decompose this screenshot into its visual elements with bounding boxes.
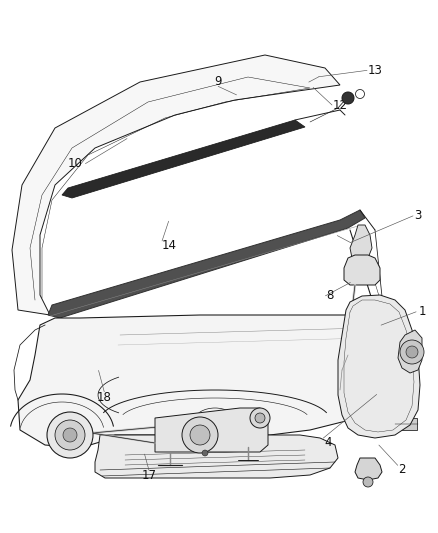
Text: 3: 3 <box>414 209 421 222</box>
Circle shape <box>190 425 210 445</box>
Polygon shape <box>12 55 340 315</box>
Text: 8: 8 <box>326 289 334 302</box>
Polygon shape <box>62 120 305 198</box>
Text: 13: 13 <box>368 64 383 77</box>
Text: 1: 1 <box>418 305 426 318</box>
Polygon shape <box>350 225 372 262</box>
Polygon shape <box>95 435 338 478</box>
Polygon shape <box>48 210 365 318</box>
Text: 18: 18 <box>97 391 112 403</box>
Polygon shape <box>398 330 422 373</box>
Text: 4: 4 <box>324 436 332 449</box>
Circle shape <box>250 408 270 428</box>
Text: 17: 17 <box>141 469 156 482</box>
Circle shape <box>55 420 85 450</box>
Polygon shape <box>338 295 420 438</box>
Text: 2: 2 <box>399 463 406 475</box>
Text: 14: 14 <box>162 239 177 252</box>
Polygon shape <box>155 408 268 452</box>
Text: 9: 9 <box>214 75 222 88</box>
Circle shape <box>47 412 93 458</box>
Polygon shape <box>344 255 380 285</box>
Circle shape <box>202 450 208 456</box>
Circle shape <box>63 428 77 442</box>
Circle shape <box>406 346 418 358</box>
Bar <box>395 418 417 430</box>
Polygon shape <box>355 458 382 480</box>
Circle shape <box>363 477 373 487</box>
Circle shape <box>255 413 265 423</box>
Circle shape <box>342 92 354 104</box>
Polygon shape <box>18 315 405 448</box>
Circle shape <box>400 340 424 364</box>
Circle shape <box>182 417 218 453</box>
Text: 10: 10 <box>68 157 83 170</box>
Text: 12: 12 <box>333 99 348 111</box>
